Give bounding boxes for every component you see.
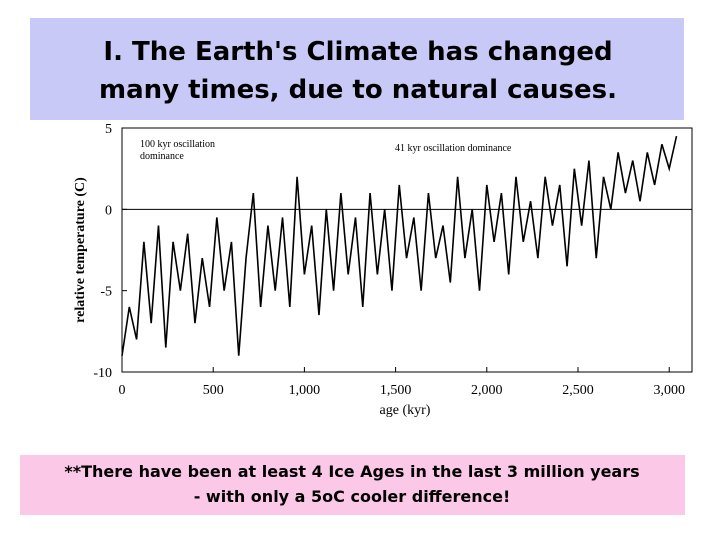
subtitle: many times, due to natural causes. — [99, 75, 617, 105]
y-tick-label: 0 — [105, 203, 112, 218]
y-tick-label: -5 — [100, 285, 112, 300]
x-tick-label: 2,000 — [471, 383, 503, 398]
footnote: - with only a 5oC cooler difference! — [194, 487, 511, 506]
x-tick-label: 2,500 — [562, 383, 594, 398]
plot-frame — [121, 127, 693, 373]
annotation: dominance — [140, 151, 184, 162]
x-tick-label: 1,000 — [289, 383, 321, 398]
y-tick-label: 5 — [105, 122, 112, 137]
annotation: 100 kyr oscillation — [140, 139, 215, 150]
x-tick-label: 0 — [119, 383, 126, 398]
title-box — [30, 18, 684, 120]
footnote: **There have been at least 4 Ice Ages in… — [64, 462, 639, 481]
x-axis-label: age (kyr) — [380, 403, 431, 418]
x-tick-label: 3,000 — [653, 383, 685, 398]
x-tick-label: 1,500 — [380, 383, 412, 398]
annotation: 41 kyr oscillation dominance — [395, 143, 512, 154]
x-tick-label: 500 — [203, 383, 224, 398]
note-box — [20, 455, 685, 515]
data-line — [121, 135, 678, 356]
y-tick-label: -10 — [93, 366, 112, 381]
y-axis-label: relative temperature (C) — [73, 177, 88, 323]
title: I. The Earth's Climate has changed — [103, 37, 612, 67]
